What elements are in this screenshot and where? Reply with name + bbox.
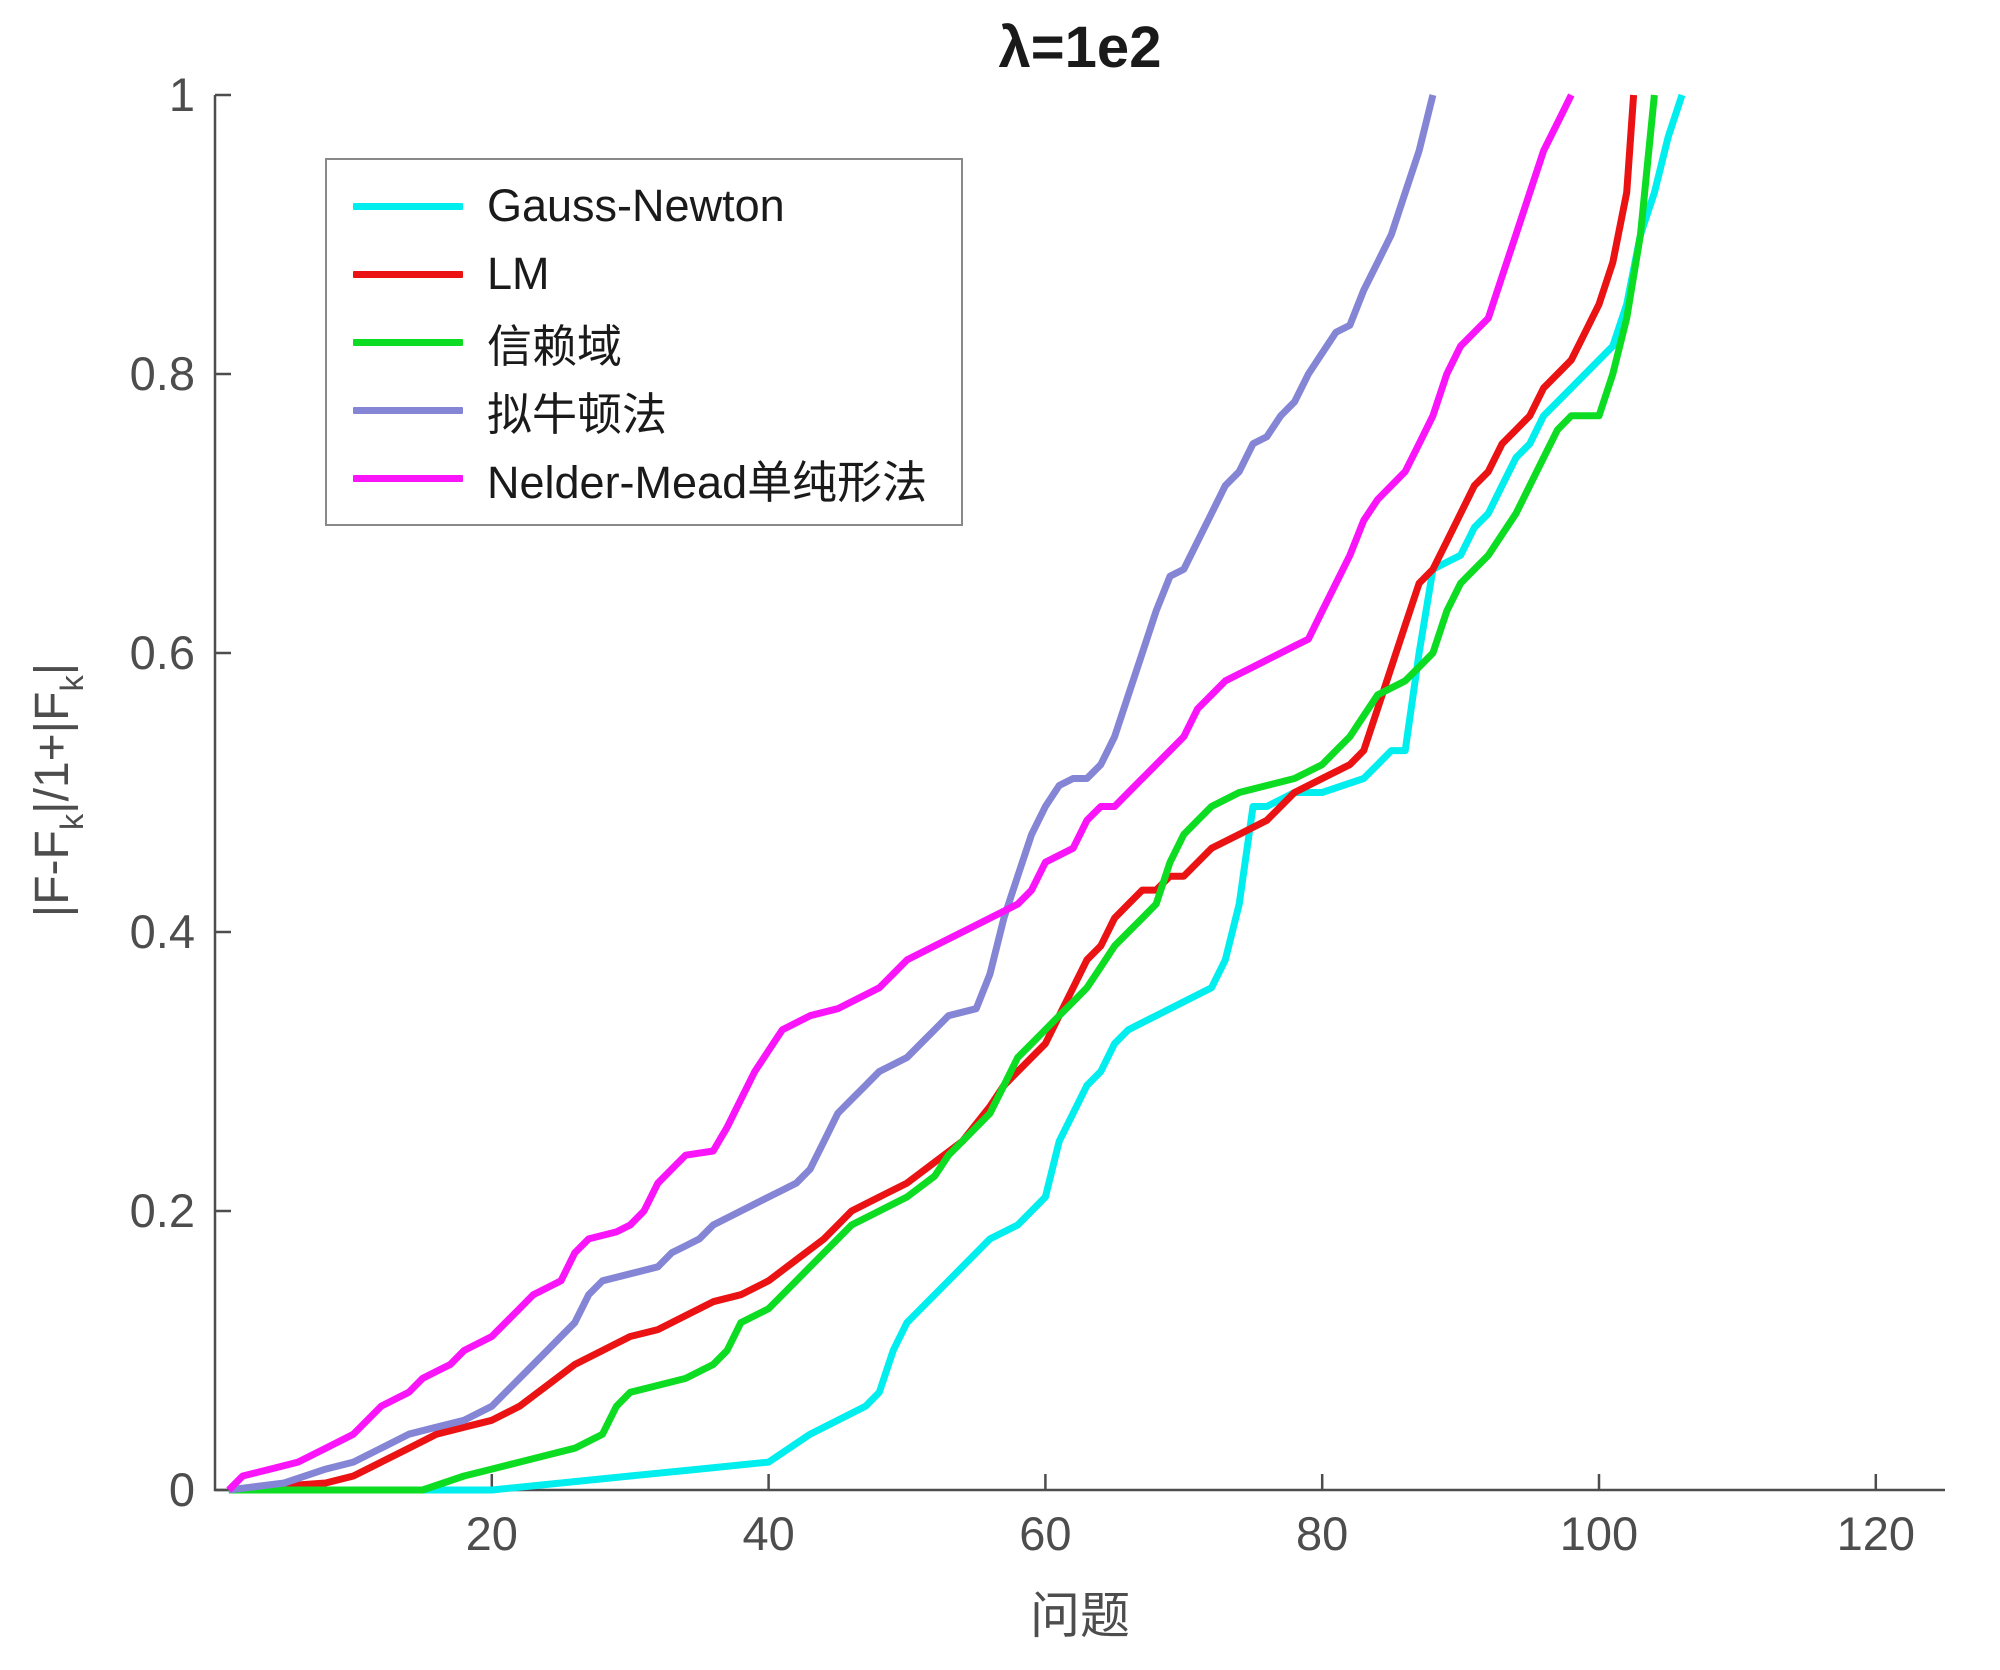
- legend-line-swatch: [353, 406, 463, 414]
- legend-label: 拟牛顿法: [487, 388, 668, 440]
- y-axis-label-text: |/1+|F: [26, 691, 80, 814]
- legend-line-swatch: [353, 202, 463, 210]
- y-tick-label: 0.4: [130, 905, 195, 958]
- y-axis-label-subscript: k: [52, 675, 90, 692]
- x-axis-label: 问题: [1030, 1588, 1130, 1644]
- x-tick-label: 80: [1296, 1507, 1348, 1560]
- series-line: [228, 94, 1638, 1494]
- legend-line-swatch: [353, 338, 463, 346]
- series-line: [226, 93, 1575, 1493]
- series-line: [228, 94, 1658, 1494]
- legend-label: Nelder-Mead单纯形法: [487, 456, 928, 508]
- x-tick-label: 60: [1019, 1507, 1071, 1560]
- chart-title: λ=1e2: [998, 15, 1162, 80]
- y-axis-label: |F-Fk|/1+|Fk|: [25, 663, 91, 918]
- x-tick-label: 20: [466, 1507, 518, 1560]
- legend-line-swatch: [353, 270, 463, 278]
- series-line: [228, 94, 1437, 1494]
- y-tick-label: 0.2: [130, 1184, 195, 1237]
- x-tick-label: 120: [1837, 1507, 1915, 1560]
- legend-item: LM: [353, 248, 927, 300]
- y-tick-label: 0.6: [130, 626, 195, 679]
- y-tick-label: 0.8: [130, 347, 195, 400]
- y-axis-label-subscript: k: [52, 813, 90, 831]
- y-tick-label: 1: [169, 68, 195, 121]
- y-tick-label: 0: [169, 1463, 195, 1516]
- y-axis-label-text: |: [26, 662, 80, 676]
- x-tick-label: 40: [742, 1507, 794, 1560]
- y-axis-label-text: |F-F: [26, 830, 80, 918]
- legend: Gauss-Newton LM 信赖域拟牛顿法 Nelder-Mead单纯形法: [325, 158, 964, 526]
- legend-label: 信赖域: [487, 320, 623, 372]
- legend-label: LM: [487, 248, 550, 299]
- legend-item: Nelder-Mead单纯形法: [353, 452, 927, 508]
- legend-item: 拟牛顿法: [353, 384, 927, 440]
- series-line: [228, 93, 1686, 1494]
- legend-item: 信赖域: [353, 316, 927, 372]
- x-tick-label: 100: [1560, 1507, 1638, 1560]
- legend-label: Gauss-Newton: [487, 180, 785, 231]
- legend-item: Gauss-Newton: [353, 180, 927, 232]
- legend-line-swatch: [353, 474, 463, 482]
